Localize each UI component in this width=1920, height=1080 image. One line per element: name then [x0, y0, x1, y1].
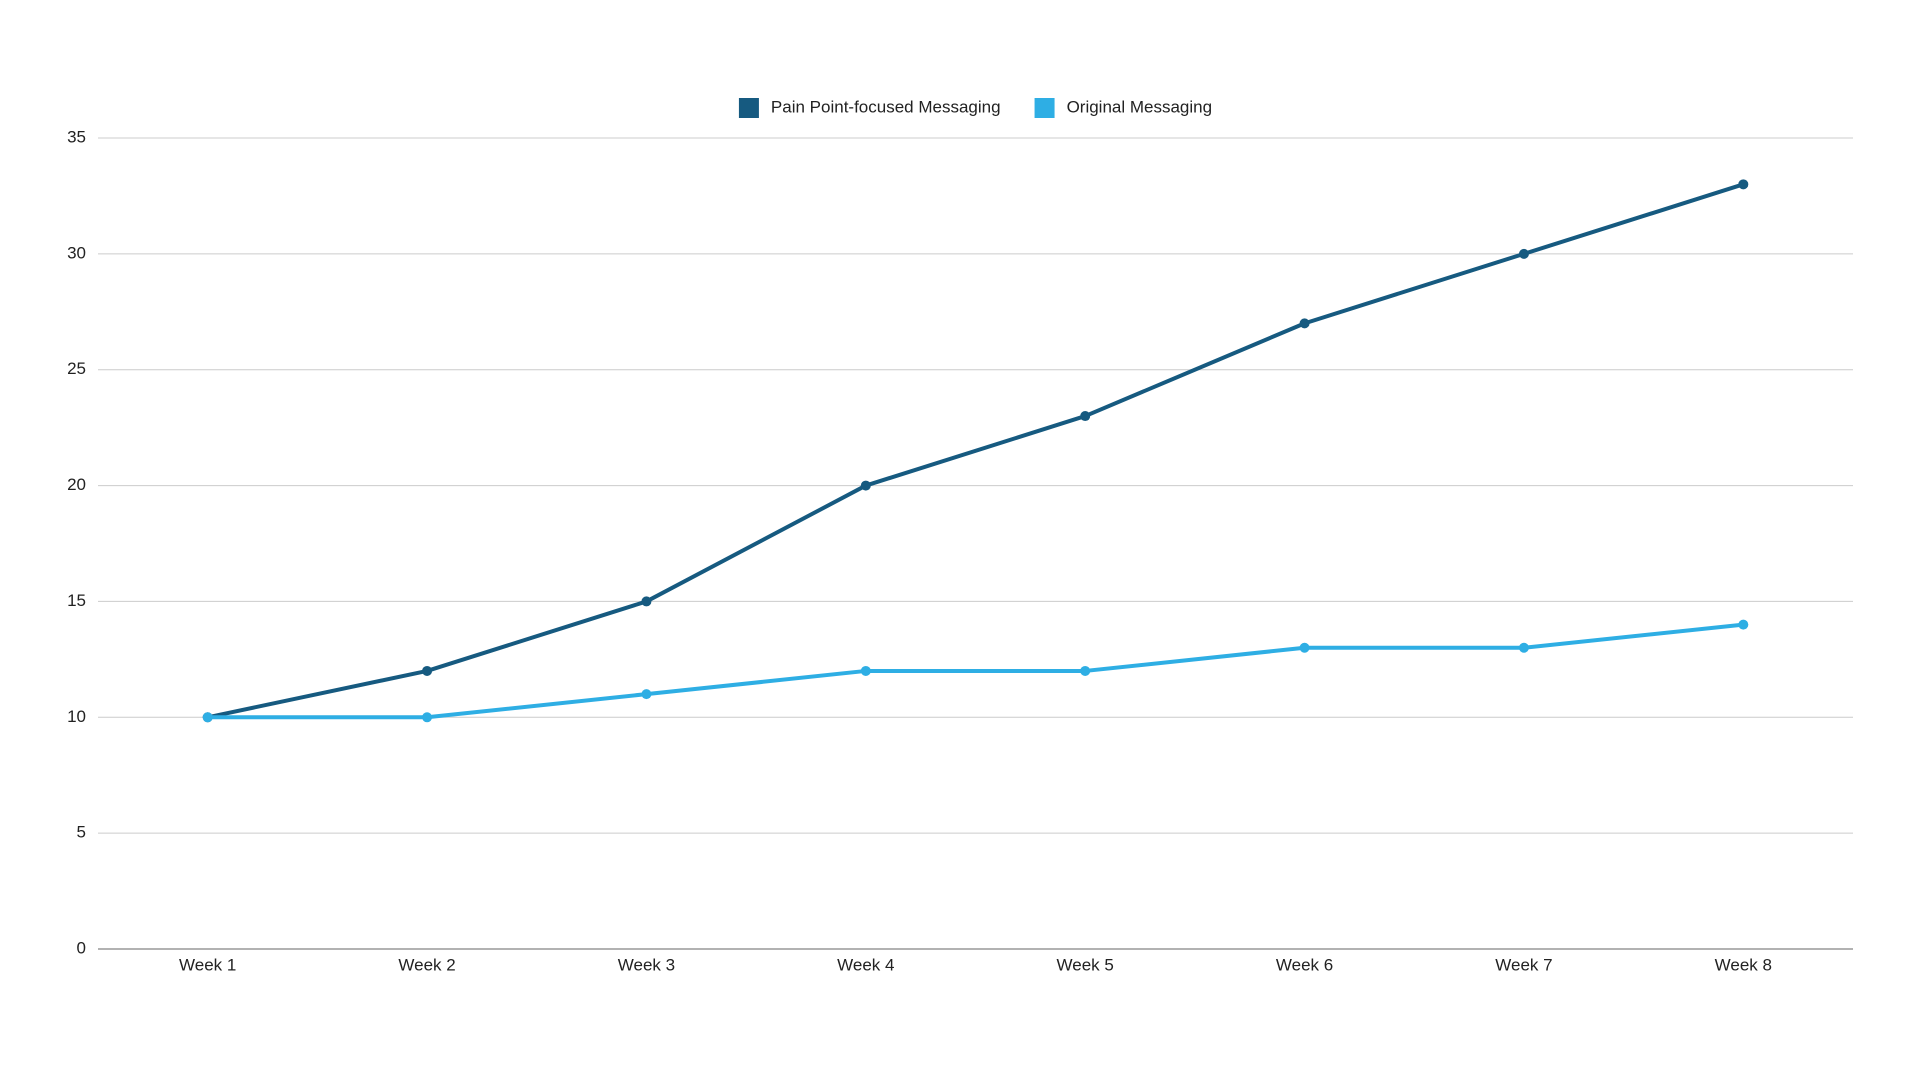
- x-tick-label: Week 1: [179, 955, 236, 974]
- data-point: [202, 712, 213, 723]
- x-tick-label: Week 8: [1715, 955, 1772, 974]
- legend-label: Original Messaging: [1067, 97, 1213, 116]
- y-tick-label: 5: [77, 823, 86, 842]
- data-point: [422, 665, 433, 676]
- data-point: [1518, 248, 1529, 259]
- data-point: [1738, 179, 1749, 190]
- data-point: [1518, 642, 1529, 653]
- series-line: [207, 182, 1744, 720]
- x-tick-label: Week 2: [398, 955, 455, 974]
- data-point: [1080, 411, 1091, 422]
- data-point: [422, 712, 433, 723]
- data-point: [1080, 665, 1091, 676]
- y-tick-label: 15: [67, 591, 86, 610]
- data-point: [1299, 642, 1310, 653]
- y-tick-label: 25: [67, 359, 86, 378]
- series-line: [207, 622, 1744, 720]
- x-tick-label: Week 6: [1276, 955, 1333, 974]
- data-point: [860, 665, 871, 676]
- data-point: [641, 689, 652, 700]
- data-point: [1738, 619, 1749, 630]
- y-tick-label: 35: [67, 127, 86, 146]
- legend-label: Pain Point-focused Messaging: [771, 97, 1001, 116]
- x-tick-label: Week 3: [618, 955, 675, 974]
- y-tick-label: 10: [67, 707, 86, 726]
- data-point: [860, 480, 871, 491]
- x-tick-label: Week 4: [837, 955, 894, 974]
- y-tick-label: 0: [77, 938, 86, 957]
- y-tick-label: 20: [67, 475, 86, 494]
- data-point: [641, 596, 652, 607]
- x-tick-label: Week 5: [1057, 955, 1114, 974]
- x-tick-label: Week 7: [1495, 955, 1552, 974]
- y-tick-label: 30: [67, 243, 86, 262]
- data-point: [1299, 318, 1310, 329]
- legend-swatch: [738, 98, 759, 118]
- legend-swatch: [1034, 98, 1055, 118]
